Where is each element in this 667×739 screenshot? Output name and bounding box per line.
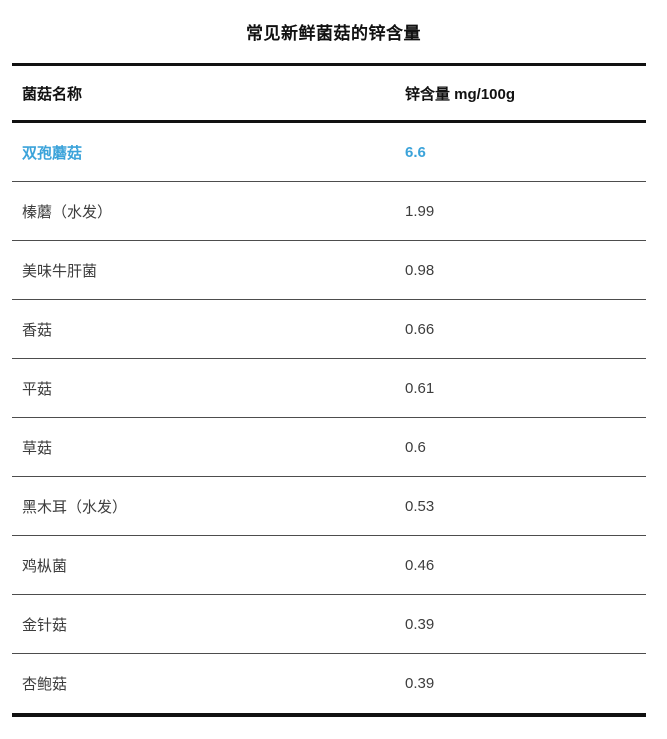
table-header-row: 菌菇名称 锌含量 mg/100g [12,66,646,123]
zinc-value-cell: 0.46 [405,556,435,574]
zinc-value-cell: 0.53 [405,497,435,515]
table-row: 香菇 0.66 [12,300,646,359]
table-row: 黑木耳（水发） 0.53 [12,477,646,536]
table-row: 金针菇 0.39 [12,595,646,654]
zinc-value-cell: 0.61 [405,379,435,397]
zinc-value-cell: 0.66 [405,320,435,338]
mushroom-name-cell: 金针菇 [22,616,68,634]
mushroom-name-cell: 双孢蘑菇 [22,144,83,162]
table-row: 平菇 0.61 [12,359,646,418]
mushroom-name-cell: 黑木耳（水发） [22,498,128,516]
zinc-value-cell: 0.98 [405,261,435,279]
zinc-value-cell: 0.39 [405,615,435,633]
table-row: 鸡枞菌 0.46 [12,536,646,595]
zinc-value-cell: 1.99 [405,202,435,220]
table-body: 双孢蘑菇 6.6 榛蘑（水发） 1.99 美味牛肝菌 0.98 香菇 0.66 … [12,123,646,713]
table-row: 草菇 0.6 [12,418,646,477]
zinc-content-table: 菌菇名称 锌含量 mg/100g 双孢蘑菇 6.6 榛蘑（水发） 1.99 美味… [12,63,646,717]
zinc-value-cell: 0.39 [405,675,435,692]
mushroom-name-cell: 草菇 [22,439,53,457]
mushroom-name-cell: 榛蘑（水发） [22,203,113,221]
mushroom-name-cell: 杏鲍菇 [22,676,68,693]
table-row: 美味牛肝菌 0.98 [12,241,646,300]
header-zinc-value: 锌含量 mg/100g [405,85,516,103]
table-row: 榛蘑（水发） 1.99 [12,182,646,241]
zinc-value-cell: 0.6 [405,438,426,456]
mushroom-name-cell: 香菇 [22,321,53,339]
page-title: 常见新鲜菌菇的锌含量 [246,24,421,43]
header-mushroom-name: 菌菇名称 [22,85,83,103]
mushroom-name-cell: 平菇 [22,380,53,398]
zinc-value-cell: 6.6 [405,143,426,161]
table-row: 杏鲍菇 0.39 [12,654,646,713]
table-row: 双孢蘑菇 6.6 [12,123,646,182]
mushroom-name-cell: 鸡枞菌 [22,557,68,575]
mushroom-name-cell: 美味牛肝菌 [22,262,98,280]
